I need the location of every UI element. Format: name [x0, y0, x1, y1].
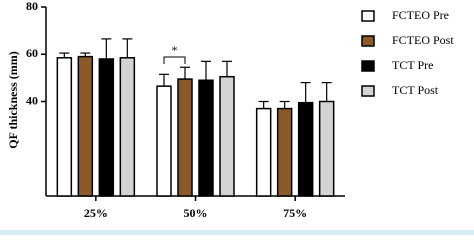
y-axis-label: QF thickness (mm) [6, 51, 20, 149]
legend-swatch [361, 85, 375, 97]
bar [318, 100, 335, 197]
chart: QF thickness (mm) 40 60 80 25% 50% 75% * FCTEO … [0, 0, 474, 235]
y-tick-label: 60 [26, 46, 38, 60]
bar [98, 58, 115, 197]
y-tick-label: 40 [26, 93, 38, 107]
legend-swatch [361, 35, 375, 47]
bar [198, 79, 214, 197]
legend-swatch [361, 10, 375, 22]
frame-strip [0, 230, 474, 235]
bar [297, 101, 314, 197]
bar [276, 107, 293, 197]
x-tick-label: 50% [184, 206, 208, 220]
legend-label: FCTEO Pre [392, 8, 449, 22]
annotation: * [172, 43, 178, 57]
bar [156, 85, 172, 197]
legend-swatch [361, 60, 375, 72]
bar [255, 107, 272, 197]
legend-label: TCT Pre [392, 58, 433, 72]
bar [56, 57, 73, 197]
bar [77, 55, 94, 197]
x-tick-label: 75% [283, 206, 307, 220]
legend-label: TCT Post [392, 83, 439, 97]
legend-label: FCTEO Post [392, 33, 454, 47]
bar [219, 75, 235, 197]
y-tick-label: 80 [26, 0, 38, 13]
bar [119, 57, 136, 197]
significance-bracket [163, 56, 186, 64]
x-tick-label: 25% [84, 206, 108, 220]
bar [177, 78, 193, 197]
